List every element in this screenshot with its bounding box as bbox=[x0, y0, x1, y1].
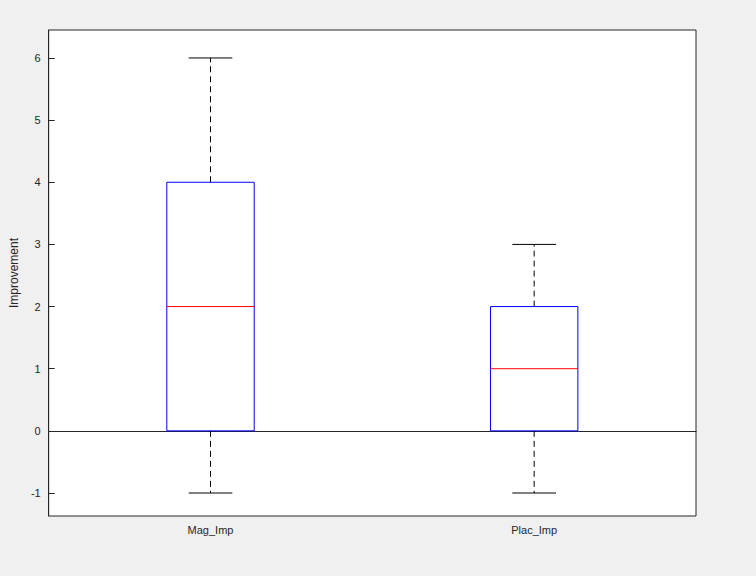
svg-text:6: 6 bbox=[35, 52, 41, 64]
svg-text:Plac_Imp: Plac_Imp bbox=[511, 524, 557, 536]
svg-text:1: 1 bbox=[35, 363, 41, 375]
svg-text:0: 0 bbox=[35, 425, 41, 437]
svg-text:2: 2 bbox=[35, 301, 41, 313]
svg-text:5: 5 bbox=[35, 114, 41, 126]
svg-text:Mag_Imp: Mag_Imp bbox=[188, 524, 234, 536]
svg-text:4: 4 bbox=[35, 176, 41, 188]
svg-text:-1: -1 bbox=[31, 487, 41, 499]
svg-text:Improvement: Improvement bbox=[7, 237, 21, 308]
svg-text:3: 3 bbox=[35, 238, 41, 250]
